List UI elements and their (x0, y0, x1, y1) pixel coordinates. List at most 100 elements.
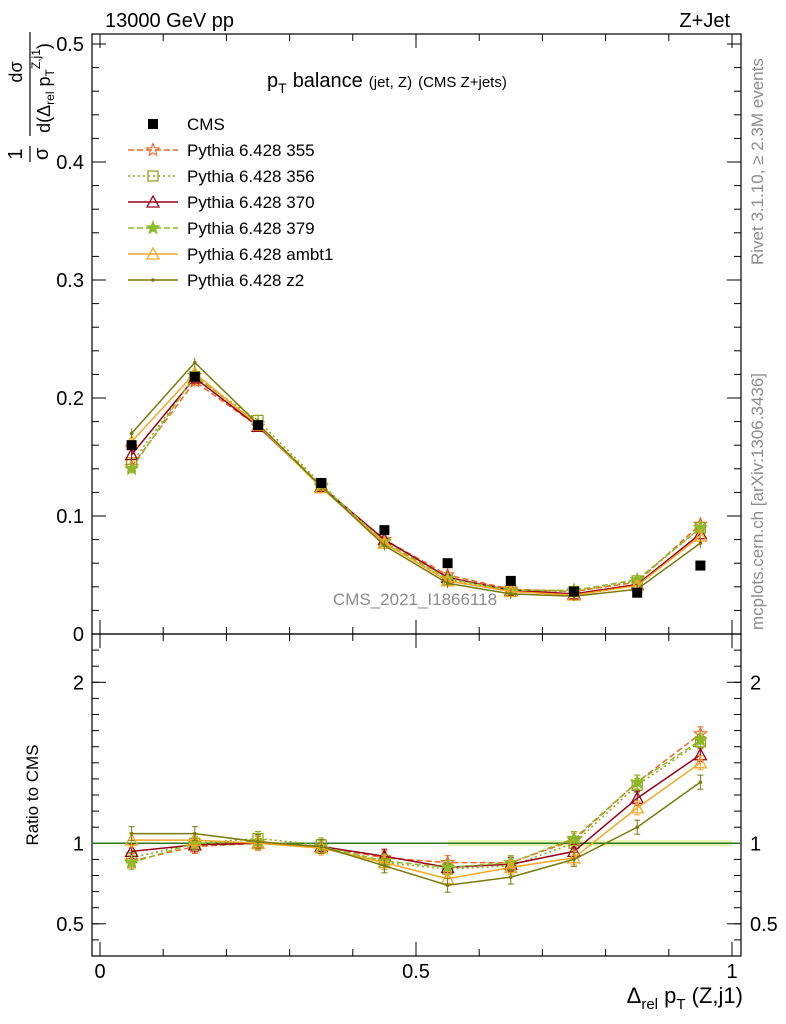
legend-marker-0 (145, 141, 161, 157)
ratio-series-point-3 (692, 732, 709, 747)
ratio-series (123, 725, 709, 893)
rivet-version-text: Rivet 3.1.10, ≥ 2.3M events (748, 58, 767, 265)
ratio-series-point-5 (635, 825, 639, 829)
header-left: 13000 GeV pp (105, 10, 234, 32)
ratio-y-axis-label: Ratio to CMS (23, 744, 42, 845)
ratio-y-tick-label-right: 2 (750, 672, 761, 694)
main-y-tick-label: 0.3 (56, 270, 84, 292)
ratio-series-point-3 (439, 859, 456, 874)
cms-data-point (126, 440, 137, 451)
legend-label-2: Pythia 6.428 370 (187, 193, 315, 212)
ratio-series-line-1 (131, 741, 701, 870)
ratio-series-point-5 (572, 857, 576, 862)
legend-label-5: Pythia 6.428 z2 (187, 271, 304, 290)
ratio-series-point-3 (123, 854, 140, 870)
main-series-point-5 (509, 592, 513, 596)
cms-data-point (442, 558, 453, 569)
ratio-series-point-5 (445, 883, 450, 887)
svg-text:σ: σ (31, 147, 53, 160)
cms-data-point (379, 525, 390, 536)
ratio-series-line-4 (131, 762, 701, 880)
ratio-series-line-2 (131, 754, 701, 869)
ratio-series-point-5 (698, 780, 703, 784)
cms-data-point (695, 560, 706, 571)
plot-title-sub: T (278, 80, 287, 96)
mcplots-text: mcplots.cern.ch [arXiv:1306.3436] (748, 373, 767, 630)
x-axis-label-tail: (Z,j1) (686, 983, 743, 1008)
analysis-watermark: CMS_2021_I1866118 (333, 590, 497, 609)
ratio-series-point-4 (693, 755, 708, 769)
legend-label-4: Pythia 6.428 ambt1 (187, 245, 333, 264)
cms-data-point (316, 477, 327, 488)
main-series (123, 357, 709, 602)
x-axis-label-rel: rel (641, 996, 658, 1013)
cms-data-point (253, 420, 263, 431)
ratio-series-point-4 (187, 832, 202, 846)
legend: CMS Pythia 6.428 355 Pythia 6.428 356 Pythi… (128, 115, 333, 290)
svg-text:d(Δrel pTZ,j1): d(Δrel pTZ,j1) (29, 43, 57, 133)
main-y-tick-label: 0.5 (56, 34, 84, 56)
ratio-y-tick-label: 1 (73, 833, 84, 855)
cms-data-point (189, 371, 200, 382)
plot-title-balance: balance (293, 70, 363, 92)
cms-data-point (569, 586, 579, 597)
cms-data-point (505, 575, 516, 586)
x-tick-label: 0.5 (402, 961, 430, 983)
legend-marker-3 (145, 219, 161, 235)
main-y-axis-label: 1 σ dσ d(Δrel pTZ,j1) (5, 32, 57, 162)
ratio-y-tick-label-right: 0.5 (750, 914, 778, 936)
main-y-tick-label: 0.2 (56, 388, 84, 410)
main-series-point-5 (193, 360, 197, 365)
ratio-series-point-5 (509, 875, 513, 879)
main-series-line-2 (131, 376, 701, 595)
ratio-series-point-5 (129, 831, 134, 836)
legend-marker-5 (151, 278, 155, 282)
ratio-panel-frame (91, 633, 742, 957)
ratio-series-point-5 (193, 831, 197, 836)
ratio-series-point-3 (629, 774, 645, 789)
ratio-series-point-4 (630, 800, 645, 814)
main-series-point-3 (123, 460, 140, 476)
main-series-point-5 (445, 581, 450, 586)
main-ticks: 0 0.1 0.2 0.3 0.4 0.5 (56, 34, 741, 646)
plot-title-small: (jet, Z) (369, 74, 412, 91)
cms-data-point (632, 587, 643, 598)
ratio-series-point-4 (124, 832, 139, 846)
plot-title-rest: (CMS Z+jets) (418, 74, 507, 91)
x-axis-label-p: p (658, 983, 676, 1008)
x-axis-label-t: T (676, 996, 685, 1013)
legend-marker-2 (145, 194, 161, 208)
svg-text:1: 1 (5, 148, 27, 159)
plot-title-p: p (267, 70, 278, 92)
main-series-line-4 (131, 372, 701, 596)
main-y-tick-label: 0 (73, 624, 84, 646)
main-y-tick-label: 0.4 (56, 152, 84, 174)
legend-label-0: Pythia 6.428 355 (187, 141, 315, 160)
svg-text:dσ: dσ (6, 61, 26, 82)
header-right: Z+Jet (679, 10, 730, 32)
main-series-line-5 (131, 361, 701, 597)
main-series-point-5 (382, 543, 387, 548)
main-series-point-5 (129, 431, 134, 436)
main-series-point-5 (698, 541, 703, 545)
ratio-y-tick-label: 2 (73, 672, 84, 694)
ratio-series-line-5 (131, 781, 701, 886)
x-axis-label-delta: Δ (627, 983, 642, 1008)
x-tick-label: 1 (726, 961, 737, 983)
legend-cms-marker (148, 119, 158, 129)
legend-label-3: Pythia 6.428 379 (187, 219, 315, 238)
ratio-y-tick-label: 0.5 (56, 914, 84, 936)
ratio-series-point-5 (319, 844, 324, 849)
ratio-series-point-5 (382, 864, 387, 868)
ratio-y-tick-label-right: 1 (750, 833, 761, 855)
x-tick-label: 0 (94, 961, 105, 983)
legend-label-1: Pythia 6.428 356 (187, 167, 315, 186)
main-series-line-3 (130, 374, 701, 592)
ratio-series-point-5 (256, 839, 260, 844)
legend-marker-1 (147, 170, 159, 182)
x-axis-label: Δrel pT (Z,j1) (627, 983, 743, 1013)
legend-marker-4 (145, 246, 161, 260)
main-series-line-0 (130, 380, 701, 593)
legend-cms-label: CMS (187, 115, 225, 134)
